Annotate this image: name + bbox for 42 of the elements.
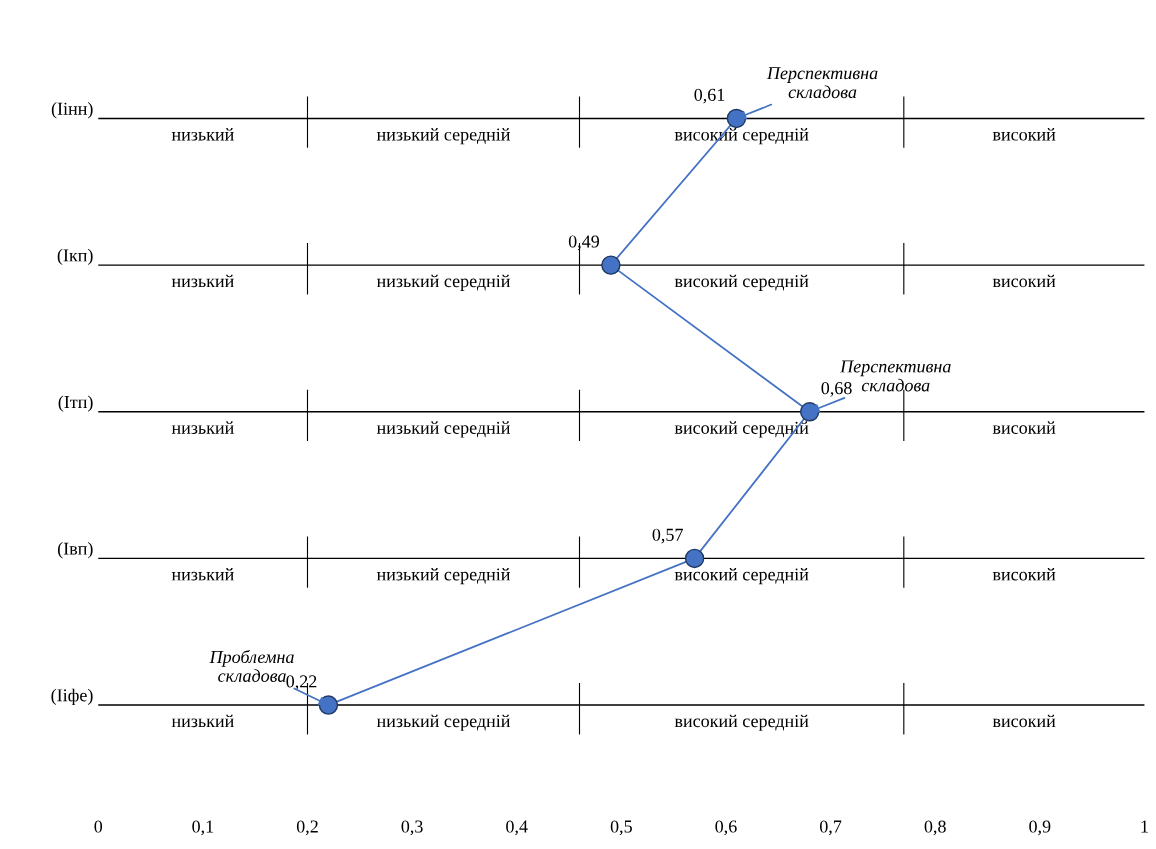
annotation: низький середній bbox=[376, 714, 511, 731]
annotation: високий bbox=[992, 714, 1056, 728]
y-tick-label: (Iтп) bbox=[58, 395, 93, 412]
annotation: високий bbox=[992, 421, 1056, 434]
annotation: низький bbox=[171, 567, 234, 581]
data-label: 0,49 bbox=[568, 235, 600, 251]
annotation: низький bbox=[171, 714, 234, 728]
annotation: низький bbox=[171, 421, 234, 434]
annotation: низький середній bbox=[376, 421, 511, 438]
data-label: 0,68 bbox=[821, 382, 852, 397]
x-tick-label: 0,3 bbox=[401, 820, 423, 836]
annotation: високий середній bbox=[674, 274, 809, 291]
data-label: 0,22 bbox=[286, 675, 317, 691]
x-tick-label: 0 bbox=[94, 820, 103, 833]
x-tick-label: 0,5 bbox=[610, 820, 632, 836]
y-tick-label: (Iінн) bbox=[51, 102, 93, 119]
y-tick-label: (Iвп) bbox=[57, 542, 93, 559]
x-tick-label: 0,7 bbox=[819, 820, 842, 836]
y-tick-label: (Iкп) bbox=[57, 248, 93, 266]
annotation: низький bbox=[171, 274, 234, 288]
annotation: низький bbox=[171, 128, 234, 141]
x-tick-label: 0,1 bbox=[192, 820, 214, 836]
point bbox=[601, 255, 621, 275]
data-label: 0,61 bbox=[694, 88, 725, 104]
annotation: високий bbox=[992, 128, 1056, 141]
annotation: Перспективна складова bbox=[766, 67, 878, 99]
x-tick-label: 0,8 bbox=[924, 820, 946, 836]
point bbox=[684, 548, 705, 569]
annotation: високий bbox=[992, 274, 1056, 288]
annotation: низький середній bbox=[376, 567, 511, 585]
annotation: низький середній bbox=[376, 274, 511, 291]
annotation: високий середній bbox=[674, 567, 809, 585]
annotation: низький середній bbox=[376, 128, 511, 145]
annotation: високий bbox=[992, 567, 1056, 581]
y-tick-label: (Iіфе) bbox=[51, 688, 93, 706]
data-label: 0,57 bbox=[652, 528, 683, 544]
x-tick-label: 1 bbox=[1141, 820, 1148, 833]
annotation: високий середній bbox=[674, 714, 809, 731]
x-tick-label: 0,4 bbox=[506, 820, 528, 836]
x-tick-label: 0,6 bbox=[715, 820, 737, 836]
x-tick-label: 0,2 bbox=[296, 820, 318, 836]
x-tick-label: 0,9 bbox=[1029, 820, 1051, 836]
